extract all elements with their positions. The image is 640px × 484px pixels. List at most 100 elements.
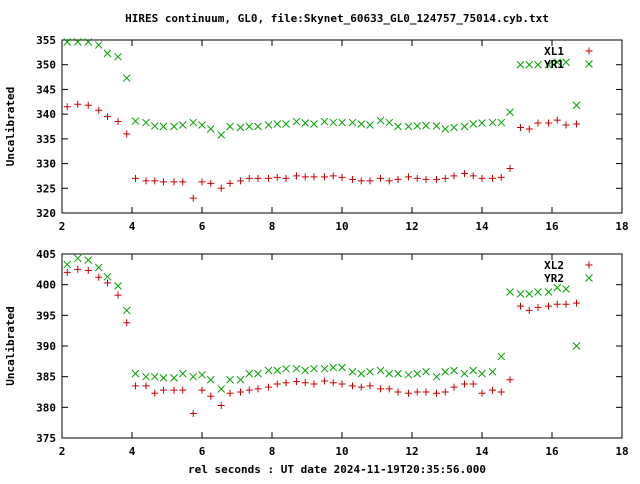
data-point	[489, 386, 496, 394]
data-point	[544, 60, 553, 69]
data-point	[534, 303, 542, 311]
data-point	[84, 267, 92, 275]
data-point	[114, 291, 122, 299]
data-point	[489, 174, 496, 182]
y-tick-label: 395	[36, 309, 56, 322]
data-point	[469, 366, 478, 375]
data-point	[357, 177, 365, 185]
data-point	[217, 401, 225, 409]
data-point	[506, 108, 514, 117]
data-point	[123, 319, 131, 327]
data-point	[301, 173, 309, 181]
data-point	[573, 299, 580, 307]
x-tick-label: 14	[475, 445, 489, 458]
data-point	[469, 120, 478, 128]
data-point	[497, 388, 505, 396]
data-point	[103, 272, 112, 281]
data-point	[497, 118, 506, 127]
x-axis-label: rel seconds : UT date 2024-11-19T20:35:5…	[188, 463, 486, 476]
data-point	[338, 173, 346, 181]
data-point	[349, 175, 356, 183]
data-point	[394, 122, 402, 131]
data-point	[394, 388, 402, 396]
data-point	[198, 121, 206, 129]
x-tick-label: 6	[199, 445, 206, 458]
data-point	[282, 120, 290, 128]
data-point	[553, 283, 562, 292]
x-tick-label: 16	[545, 445, 559, 458]
data-point	[292, 364, 301, 373]
data-point	[217, 184, 225, 192]
data-point	[114, 282, 122, 290]
data-point	[282, 364, 290, 373]
data-point	[441, 367, 450, 376]
data-point	[525, 125, 533, 133]
data-point	[348, 367, 357, 376]
data-point	[217, 385, 226, 393]
legend-marker	[585, 47, 593, 55]
data-point	[63, 38, 72, 46]
data-point	[310, 120, 318, 128]
data-point	[301, 379, 309, 387]
data-point	[273, 120, 282, 128]
legend-marker	[585, 261, 593, 269]
series-yr1	[63, 38, 581, 139]
y-tick-label: 335	[36, 133, 56, 146]
data-point	[329, 118, 338, 127]
data-point	[254, 122, 262, 131]
data-point	[63, 268, 71, 276]
data-point	[376, 366, 385, 375]
data-point	[450, 172, 458, 180]
y-tick-label: 330	[36, 158, 56, 171]
data-point	[226, 179, 234, 187]
data-point	[385, 385, 393, 393]
data-point	[349, 382, 356, 390]
data-point	[301, 366, 310, 375]
y-tick-label: 375	[36, 432, 56, 445]
data-point	[320, 364, 329, 373]
data-point	[405, 389, 412, 397]
data-point	[338, 118, 346, 127]
data-point	[329, 379, 337, 387]
data-point	[170, 178, 178, 186]
data-point	[422, 388, 430, 396]
data-point	[450, 383, 458, 391]
data-point	[273, 380, 281, 388]
data-point	[562, 58, 570, 67]
data-point	[357, 120, 366, 128]
data-point	[226, 375, 234, 384]
data-point	[170, 122, 178, 131]
data-point	[265, 174, 272, 182]
data-point	[273, 173, 281, 181]
data-point	[207, 392, 215, 400]
legend-label: XL2	[544, 259, 564, 272]
data-point	[179, 178, 187, 186]
data-point	[159, 122, 168, 131]
series-xl2	[64, 266, 580, 417]
data-point	[553, 58, 562, 67]
data-point	[553, 300, 561, 308]
data-point	[422, 121, 430, 130]
data-point	[433, 389, 440, 397]
x-tick-label: 4	[129, 220, 136, 233]
data-point	[74, 265, 82, 273]
y-axis-label: Uncalibrated	[4, 306, 17, 385]
data-point	[394, 369, 402, 378]
legend-label: YR2	[544, 272, 564, 285]
data-point	[553, 116, 561, 124]
data-point	[450, 366, 458, 375]
data-point	[357, 369, 366, 378]
data-point	[142, 382, 150, 390]
chart-title: HIRES continuum, GL0, file:Skynet_60633_…	[125, 12, 549, 25]
data-point	[377, 385, 384, 393]
data-point	[376, 116, 385, 125]
data-point	[74, 100, 82, 108]
data-point	[301, 119, 310, 127]
data-point	[170, 374, 178, 382]
data-point	[562, 285, 570, 293]
data-point	[488, 118, 497, 127]
data-point	[441, 174, 449, 182]
data-point	[245, 122, 254, 131]
data-point	[292, 117, 301, 126]
